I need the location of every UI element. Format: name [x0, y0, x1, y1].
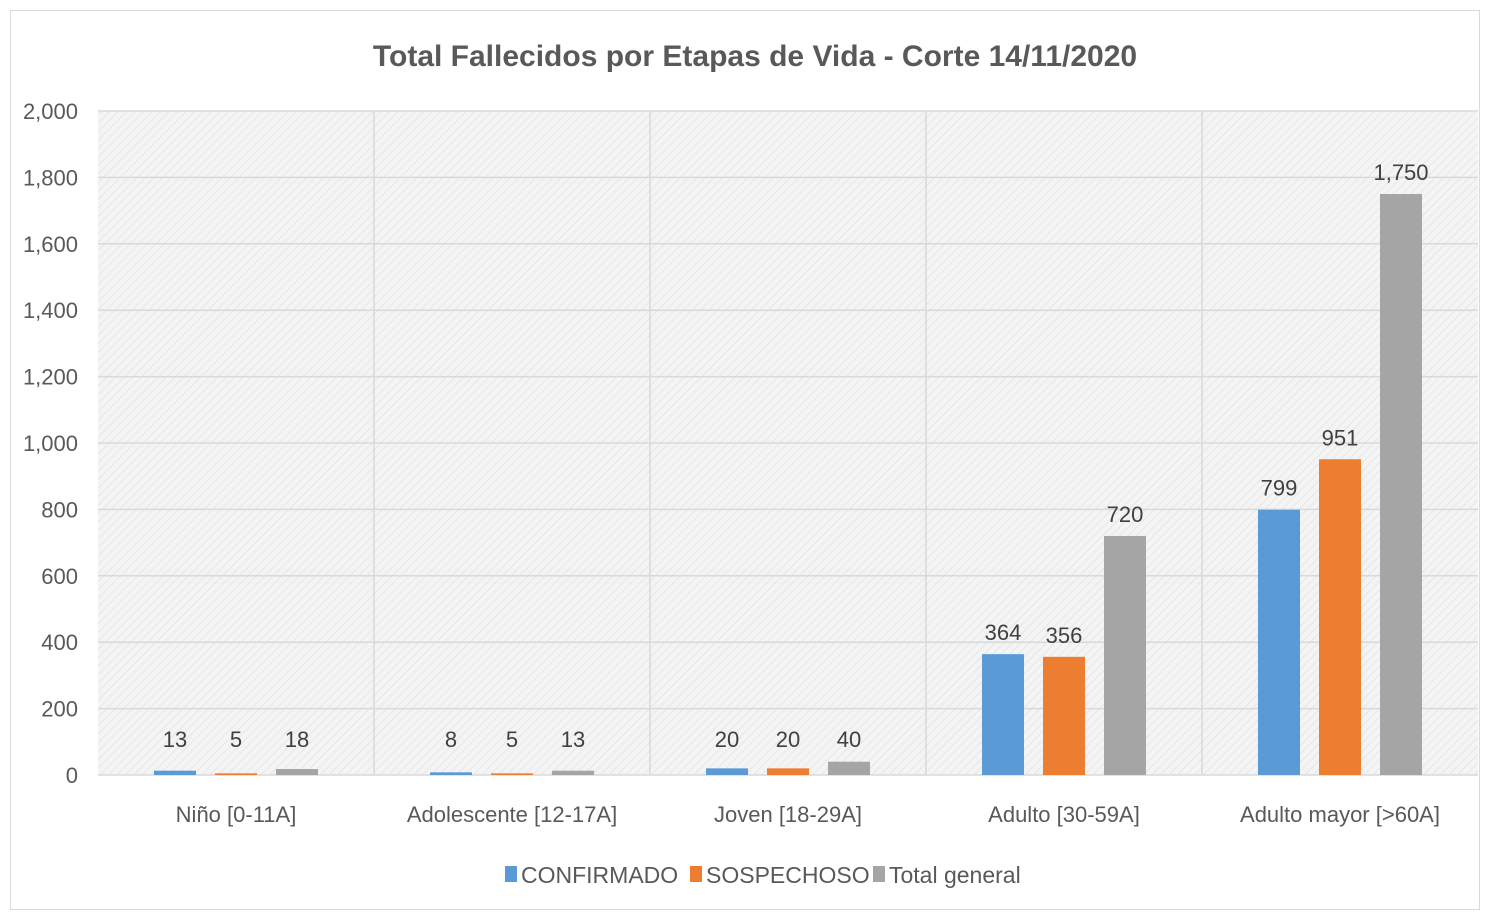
x-category-label: Adolescente [12-17A] [407, 802, 617, 827]
legend-swatch [690, 866, 702, 882]
x-category-label: Adulto [30-59A] [988, 802, 1140, 827]
legend: CONFIRMADO SOSPECHOSO Total general [505, 862, 1021, 888]
bar-confirmado [706, 768, 748, 775]
y-tick-label: 800 [41, 497, 78, 522]
legend-swatch [505, 866, 517, 882]
y-tick-label: 1,800 [23, 165, 78, 190]
data-label: 20 [776, 727, 800, 752]
y-tick-label: 1,200 [23, 365, 78, 390]
y-tick-label: 600 [41, 564, 78, 589]
data-label: 5 [506, 727, 518, 752]
y-tick-label: 0 [66, 763, 78, 788]
x-category-label: Adulto mayor [>60A] [1240, 802, 1440, 827]
bar-confirmado [1258, 509, 1300, 775]
bar-total-general [276, 769, 318, 775]
data-labels: 13 5 18 8 5 13 20 20 40 364 356 720 799 951 1,750 [163, 160, 1429, 752]
bar-total-general [552, 770, 594, 775]
legend-label: CONFIRMADO [521, 862, 678, 888]
bar-confirmado [154, 770, 196, 775]
y-tick-label: 400 [41, 630, 78, 655]
y-tick-label: 200 [41, 697, 78, 722]
legend-label: SOSPECHOSO [706, 862, 870, 888]
x-category-label: Joven [18-29A] [714, 802, 862, 827]
y-tick-label: 1,400 [23, 298, 78, 323]
data-label: 364 [985, 620, 1022, 645]
bar-sospechoso [1043, 656, 1085, 775]
data-label: 356 [1046, 623, 1083, 648]
data-label: 18 [285, 727, 309, 752]
data-label: 720 [1107, 502, 1144, 527]
bar-confirmado [982, 654, 1024, 775]
x-axis-categories: Niño [0-11A] Adolescente [12-17A] Joven [1… [176, 802, 1440, 827]
y-tick-label: 2,000 [23, 99, 78, 124]
bar-sospechoso [215, 773, 257, 775]
bar-total-general [1104, 535, 1146, 775]
data-label: 951 [1322, 425, 1359, 450]
legend-label: Total general [889, 862, 1021, 888]
y-axis-ticks: 0 200 400 600 800 1,000 1,200 1,400 1,600 1,800 2,… [23, 99, 78, 788]
legend-swatch [873, 866, 885, 882]
y-tick-label: 1,600 [23, 232, 78, 257]
data-label: 13 [163, 727, 187, 752]
x-category-label: Niño [0-11A] [176, 802, 297, 827]
chart-title: Total Fallecidos por Etapas de Vida - Co… [373, 40, 1137, 73]
bar-sospechoso [491, 773, 533, 775]
bar-sospechoso [767, 768, 809, 775]
data-label: 799 [1261, 476, 1298, 501]
grid-lines [98, 110, 1478, 776]
bar-sospechoso [1319, 459, 1361, 775]
bar-total-general [828, 761, 870, 775]
bar-confirmado [430, 772, 472, 775]
bars [154, 194, 1422, 775]
data-label: 1,750 [1373, 160, 1428, 185]
bar-total-general [1380, 194, 1422, 775]
data-label: 8 [445, 727, 457, 752]
data-label: 5 [230, 727, 242, 752]
data-label: 40 [837, 727, 861, 752]
data-label: 20 [715, 727, 739, 752]
data-label: 13 [561, 727, 585, 752]
y-tick-label: 1,000 [23, 431, 78, 456]
